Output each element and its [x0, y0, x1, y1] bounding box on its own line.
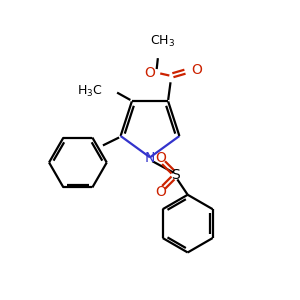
- Text: O: O: [191, 63, 202, 76]
- Text: CH$_3$: CH$_3$: [150, 34, 175, 49]
- Text: S: S: [172, 168, 180, 182]
- Text: H$_3$C: H$_3$C: [77, 84, 102, 99]
- Text: O: O: [155, 151, 166, 165]
- Text: N: N: [145, 151, 155, 165]
- Text: O: O: [144, 66, 155, 80]
- Text: O: O: [155, 185, 166, 199]
